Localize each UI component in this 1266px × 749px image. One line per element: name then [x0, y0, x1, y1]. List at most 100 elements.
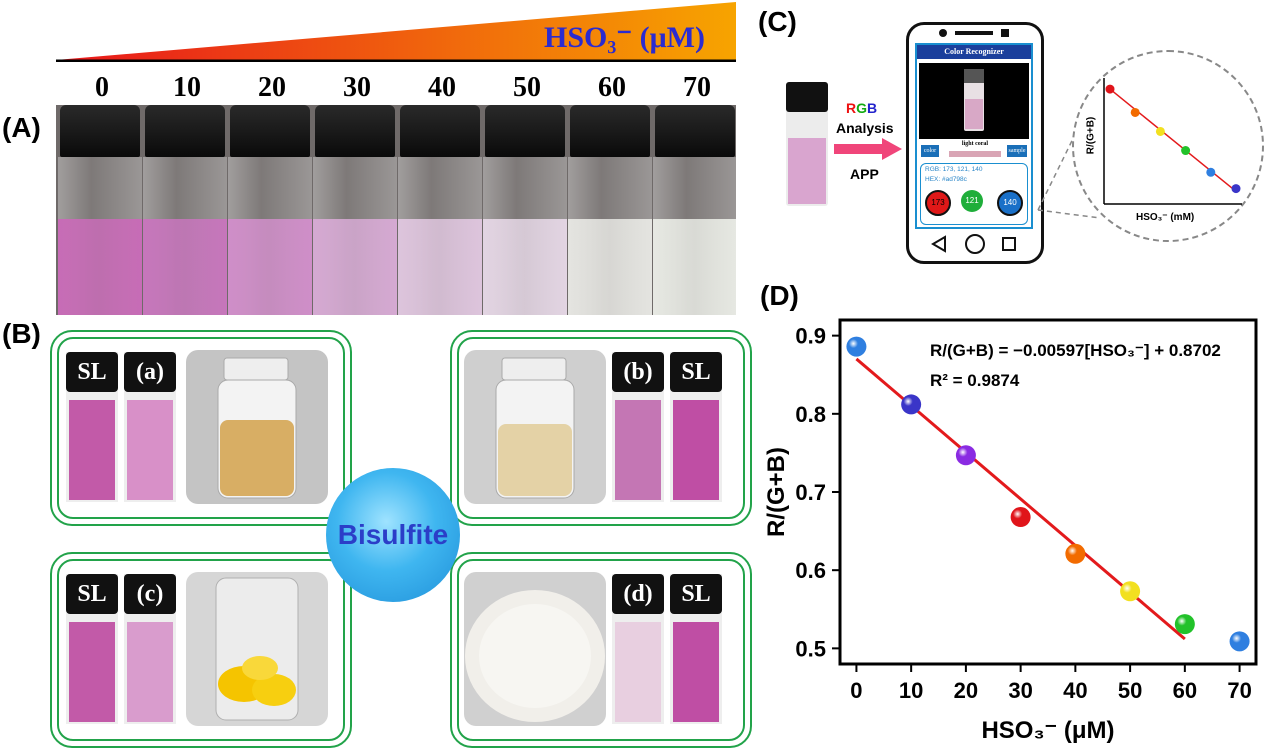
sl-cap-label: SL — [670, 352, 722, 392]
sl-cap-label: SL — [66, 574, 118, 614]
vial-cap — [315, 105, 395, 157]
jar-icon — [495, 357, 575, 499]
panel-a-label: (A) — [2, 112, 41, 143]
magnified-mini-chart: R/(G+B) HSO₃⁻ (mM) — [1072, 50, 1264, 242]
x-tick-label: 30 — [1008, 678, 1032, 703]
app-title-bar: Color Recognizer — [917, 45, 1031, 59]
x-tick-label: 40 — [1063, 678, 1087, 703]
photo-b-pale-jar — [464, 350, 606, 504]
hex-text: HEX: #ad798c — [925, 176, 967, 183]
concentration-label: 50 — [513, 72, 541, 103]
y-tick-label: 0.6 — [795, 558, 826, 583]
photo-d-white-powder — [464, 572, 606, 726]
vial-cap — [655, 105, 735, 157]
rgb-letter-r: R — [846, 100, 857, 116]
data-point — [955, 445, 976, 466]
sample-liquid — [615, 400, 661, 500]
r-squared: R² = 0.9874 — [930, 371, 1020, 390]
rgb-letter-g: G — [856, 100, 868, 116]
bisulfite-circle: Bisulfite — [326, 468, 460, 602]
vial-cap — [230, 105, 310, 157]
vial-liquid — [483, 219, 567, 315]
sample-liquid — [615, 622, 661, 722]
mini-ylabel: R/(G+B) — [1085, 116, 1097, 155]
vial-cap — [570, 105, 650, 157]
y-tick-label: 0.9 — [795, 324, 826, 349]
color-name-label: light coral — [961, 141, 989, 147]
vial — [228, 105, 312, 315]
x-tick-label: 70 — [1227, 678, 1251, 703]
data-point — [1229, 631, 1250, 652]
sl-vial-a: SL — [66, 352, 118, 502]
sl-vial-b: SL — [670, 352, 722, 502]
sample-vial-a: (a) — [124, 352, 176, 502]
app-label: APP — [850, 166, 879, 182]
vial-cap — [786, 82, 828, 112]
vial-liquid — [788, 138, 826, 204]
vial — [483, 105, 567, 315]
sample-vial-d: (d) — [612, 574, 664, 724]
app-screen: Color Recognizer color light coral sampl… — [915, 43, 1033, 229]
box-b-outer — [450, 330, 752, 526]
rgb-letter-b: B — [867, 100, 878, 116]
camera-preview — [919, 63, 1029, 139]
box-c-outer — [50, 552, 352, 748]
phone-nav-icons — [931, 234, 1016, 254]
rgb-info-box: RGB: 173, 121, 140 HEX: #ad798c 173 121 … — [920, 163, 1028, 225]
box-c-inner — [57, 559, 345, 741]
data-point — [846, 336, 867, 357]
sample-vial-b: (b) — [612, 352, 664, 502]
concentration-label: 40 — [428, 72, 456, 103]
vial — [58, 105, 142, 315]
concentration-label: 0 — [95, 72, 109, 103]
concentration-label: 10 — [173, 72, 201, 103]
rgb-text: RGB: 173, 121, 140 — [925, 166, 983, 173]
concentration-label: 20 — [258, 72, 286, 103]
box-b-inner — [457, 337, 745, 519]
data-point — [1010, 507, 1031, 528]
x-tick-label: 20 — [954, 678, 978, 703]
sl-vial-d: SL — [670, 574, 722, 724]
mini-fit-line — [1109, 88, 1237, 192]
vial — [398, 105, 482, 315]
box-d-outer — [450, 552, 752, 748]
y-tick-label: 0.7 — [795, 480, 826, 505]
x-tick-label: 60 — [1173, 678, 1197, 703]
panel-c-label: (C) — [758, 6, 797, 37]
sub-label-c: (c) — [124, 574, 176, 614]
mini-data-point — [1155, 126, 1165, 136]
data-point — [1174, 614, 1195, 635]
mini-data-point — [1105, 84, 1115, 94]
color-button[interactable]: color — [921, 145, 939, 157]
panel-b-label: (B) — [2, 318, 41, 349]
analysis-label: Analysis — [836, 120, 894, 136]
wedge-shape — [56, 2, 736, 60]
vial — [653, 105, 736, 315]
vial-liquid — [653, 219, 736, 315]
x-tick-label: 50 — [1118, 678, 1142, 703]
sl-vial-c: SL — [66, 574, 118, 724]
rgb-label: RGB — [846, 100, 877, 116]
mini-data-point — [1181, 146, 1191, 156]
sl-cap-label: SL — [670, 574, 722, 614]
vial-liquid — [398, 219, 482, 315]
vial-cap — [485, 105, 565, 157]
circle-r: 173 — [925, 190, 951, 216]
data-point — [1120, 581, 1141, 602]
concentration-label: 60 — [598, 72, 626, 103]
sample-vial-c: (c) — [124, 574, 176, 724]
mini-xlabel: HSO₃⁻ (mM) — [1136, 212, 1195, 223]
vial-liquid — [313, 219, 397, 315]
mini-data-point — [1231, 184, 1241, 194]
sample-button[interactable]: sample — [1007, 145, 1027, 157]
gradient-label: HSO₃⁻ (μM) — [544, 21, 705, 54]
x-axis-label: HSO₃⁻ (μM) — [981, 717, 1114, 744]
phone-mockup: Color Recognizer color light coral sampl… — [906, 22, 1044, 264]
box-a-outer — [50, 330, 352, 526]
vial-liquid — [143, 219, 227, 315]
vial-liquid — [228, 219, 312, 315]
mini-data-point — [1206, 167, 1216, 177]
concentration-gradient-wedge — [56, 2, 736, 62]
concentration-label: 70 — [683, 72, 711, 103]
sub-label-a: (a) — [124, 352, 176, 392]
